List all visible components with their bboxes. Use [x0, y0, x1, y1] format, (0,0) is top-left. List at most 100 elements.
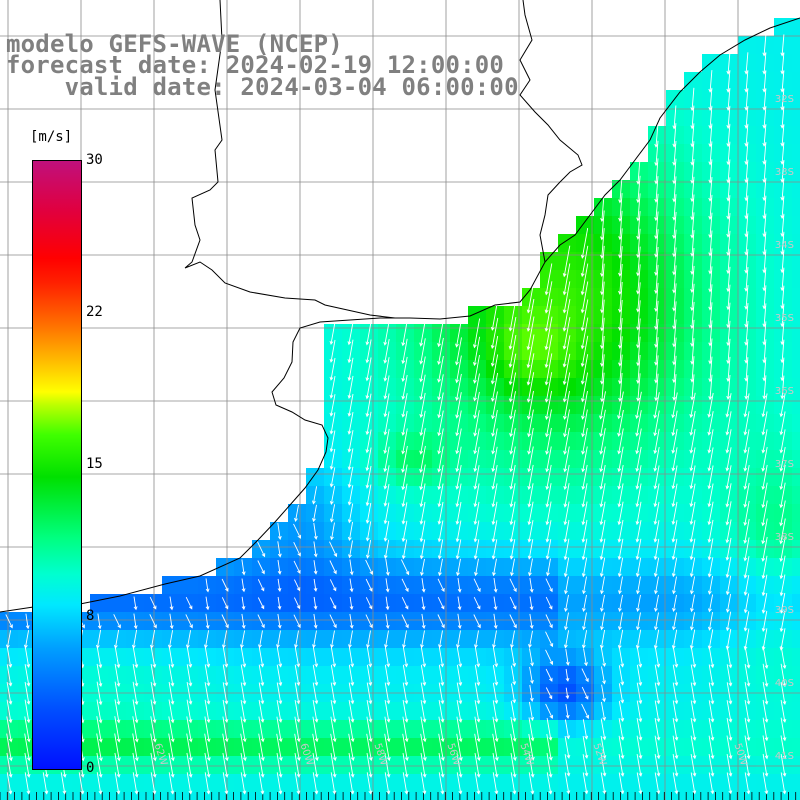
- wind-arrow: [221, 614, 229, 629]
- wind-arrow: [222, 699, 229, 724]
- wind-arrow: [312, 682, 319, 705]
- wind-arrow: [258, 664, 265, 687]
- wind-arrow: [437, 483, 444, 508]
- wind-arrow: [600, 701, 607, 722]
- wind-arrow: [545, 446, 552, 473]
- wind-arrow: [204, 647, 211, 668]
- wind-arrow: [708, 735, 715, 760]
- wind-arrow: [365, 339, 372, 364]
- wind-arrow: [546, 753, 553, 778]
- wind-arrow: [402, 664, 409, 687]
- wind-arrow: [437, 356, 444, 383]
- wind-arrow: [365, 521, 372, 542]
- wind-arrow: [222, 682, 229, 705]
- wind-arrow: [672, 717, 679, 741]
- colorbar-units: [m/s]: [30, 129, 73, 145]
- wind-arrow: [672, 594, 677, 613]
- wind-arrow: [544, 316, 553, 351]
- wind-arrow: [580, 299, 589, 332]
- wind-arrow: [744, 700, 751, 723]
- wind-arrow: [294, 772, 301, 795]
- wind-arrow: [276, 700, 283, 723]
- wind-arrow: [779, 411, 786, 436]
- wind-arrow: [492, 700, 499, 723]
- wind-arrow: [508, 299, 517, 332]
- wind-arrow: [526, 334, 535, 369]
- wind-arrow: [490, 372, 499, 402]
- wind-arrow: [580, 335, 589, 368]
- wind-arrow: [762, 753, 769, 777]
- wind-speed-cell: [612, 792, 630, 800]
- wind-arrow: [780, 735, 787, 760]
- wind-speed-cell: [306, 468, 324, 486]
- wind-arrow: [744, 682, 751, 705]
- wind-arrow: [277, 522, 282, 541]
- wind-arrow: [132, 716, 139, 743]
- wind-speed-cell: [774, 792, 792, 800]
- wind-arrow: [564, 719, 571, 740]
- wind-arrow: [383, 411, 390, 436]
- wind-speed-cell: [792, 468, 800, 486]
- wind-arrow: [241, 613, 246, 630]
- wind-arrow: [545, 427, 552, 455]
- wind-arrow: [329, 376, 336, 399]
- wind-arrow: [438, 753, 445, 778]
- wind-arrow: [492, 753, 499, 778]
- wind-arrow: [311, 486, 318, 505]
- colorbar-tick-30: 30: [86, 152, 103, 168]
- wind-arrow: [510, 683, 517, 704]
- wind-speed-cell: [792, 126, 800, 144]
- wind-arrow: [653, 501, 660, 526]
- wind-arrow: [635, 446, 642, 473]
- wind-arrow: [455, 520, 462, 543]
- wind-arrow: [473, 501, 480, 526]
- wind-arrow: [186, 772, 193, 795]
- wind-arrow: [671, 501, 678, 526]
- wind-arrow: [599, 409, 606, 438]
- wind-arrow: [725, 611, 732, 632]
- wind-arrow: [636, 754, 643, 777]
- wind-arrow: [743, 393, 750, 418]
- wind-arrow: [708, 338, 713, 365]
- wind-speed-cell: [792, 612, 800, 630]
- wind-arrow: [491, 446, 498, 473]
- wind-arrow: [384, 647, 391, 668]
- wind-arrow: [258, 753, 265, 778]
- wind-arrow: [473, 446, 480, 473]
- wind-arrow: [330, 733, 337, 762]
- wind-arrow: [474, 682, 481, 705]
- wind-speed-cell: [0, 792, 18, 800]
- wind-arrow: [545, 501, 552, 526]
- wind-arrow: [329, 467, 336, 488]
- wind-arrow: [168, 716, 175, 743]
- wind-arrow: [744, 753, 751, 777]
- wind-arrow: [42, 772, 49, 795]
- wind-arrow: [672, 754, 679, 777]
- wind-arrow: [473, 465, 480, 490]
- wind-arrow: [383, 446, 390, 473]
- wind-arrow: [222, 664, 229, 687]
- wind-speed-cell: [792, 414, 800, 432]
- wind-arrow: [438, 664, 445, 687]
- wind-arrow: [762, 52, 767, 75]
- wind-arrow: [671, 538, 678, 561]
- wind-arrow: [293, 542, 301, 557]
- wind-arrow: [635, 465, 642, 490]
- wind-speed-cell: [540, 252, 558, 270]
- wind-arrow: [762, 699, 769, 723]
- wind-arrow: [672, 772, 679, 795]
- wind-arrow: [348, 647, 355, 668]
- wind-arrow: [455, 483, 462, 508]
- wind-arrow: [365, 484, 372, 507]
- wind-speed-cell: [234, 792, 252, 800]
- wind-arrow: [313, 578, 318, 592]
- wind-arrow: [761, 411, 768, 436]
- wind-arrow: [133, 596, 138, 611]
- wind-arrow: [293, 523, 302, 539]
- wind-arrow: [780, 772, 787, 795]
- wind-arrow: [762, 681, 769, 705]
- wind-arrow: [365, 578, 373, 592]
- wind-arrow: [329, 448, 336, 471]
- wind-arrow: [528, 701, 535, 722]
- wind-arrow: [509, 483, 516, 508]
